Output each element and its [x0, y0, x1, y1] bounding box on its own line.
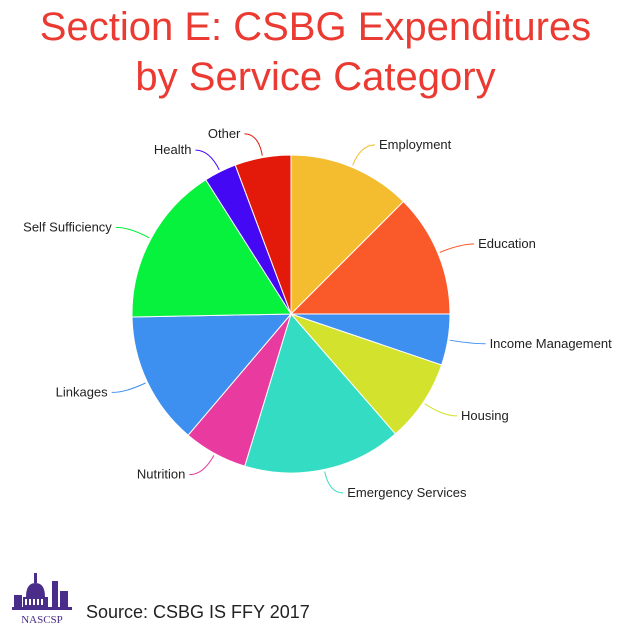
leader-line-nutrition — [189, 455, 215, 476]
nascsp-logo: NASCSP — [2, 551, 84, 631]
leader-line-health — [195, 149, 220, 171]
logo-text: NASCSP — [21, 614, 63, 626]
pie-slice-other — [234, 154, 292, 315]
pie-slice-linkages — [131, 313, 293, 436]
leader-line-income-management — [449, 339, 486, 345]
slice-label-linkages: Linkages — [56, 384, 109, 399]
leader-line-emergency-services — [324, 471, 344, 494]
chart-title: Section E: CSBG Expenditures by Service … — [0, 2, 631, 102]
leader-line-employment — [352, 144, 376, 166]
slice-label-education: Education — [478, 236, 536, 251]
chart-title-line-1: Section E: CSBG Expenditures — [39, 5, 592, 49]
leader-line-education — [439, 243, 475, 253]
slice-label-emergency-services: Emergency Services — [347, 485, 467, 500]
leader-line-housing — [424, 403, 457, 417]
slice-label-income-management: Income Management — [490, 336, 613, 351]
source-note: Source: CSBG IS FFY 2017 — [86, 602, 310, 622]
chart-title-line-2: by Service Category — [135, 55, 496, 99]
pie-chart: Employment Education Income Management Hous… — [23, 126, 613, 500]
slice-label-housing: Housing — [461, 408, 509, 423]
slice-label-nutrition: Nutrition — [137, 467, 185, 482]
leader-line-linkages — [111, 382, 146, 393]
pie-slice-education — [289, 200, 451, 315]
leader-line-self-sufficiency — [115, 226, 150, 239]
leader-line-other — [244, 133, 263, 156]
slice-label-other: Other — [208, 126, 241, 141]
slice-label-health: Health — [154, 142, 192, 157]
slice-label-self-sufficiency: Self Sufficiency — [23, 219, 112, 234]
slice-label-employment: Employment — [379, 137, 452, 152]
capitol-dome-icon: NASCSP — [12, 573, 72, 626]
pie-slice-emergency-services — [244, 312, 397, 474]
pie-slice-employment — [290, 154, 405, 316]
pie-slice-self-sufficiency — [131, 179, 292, 318]
